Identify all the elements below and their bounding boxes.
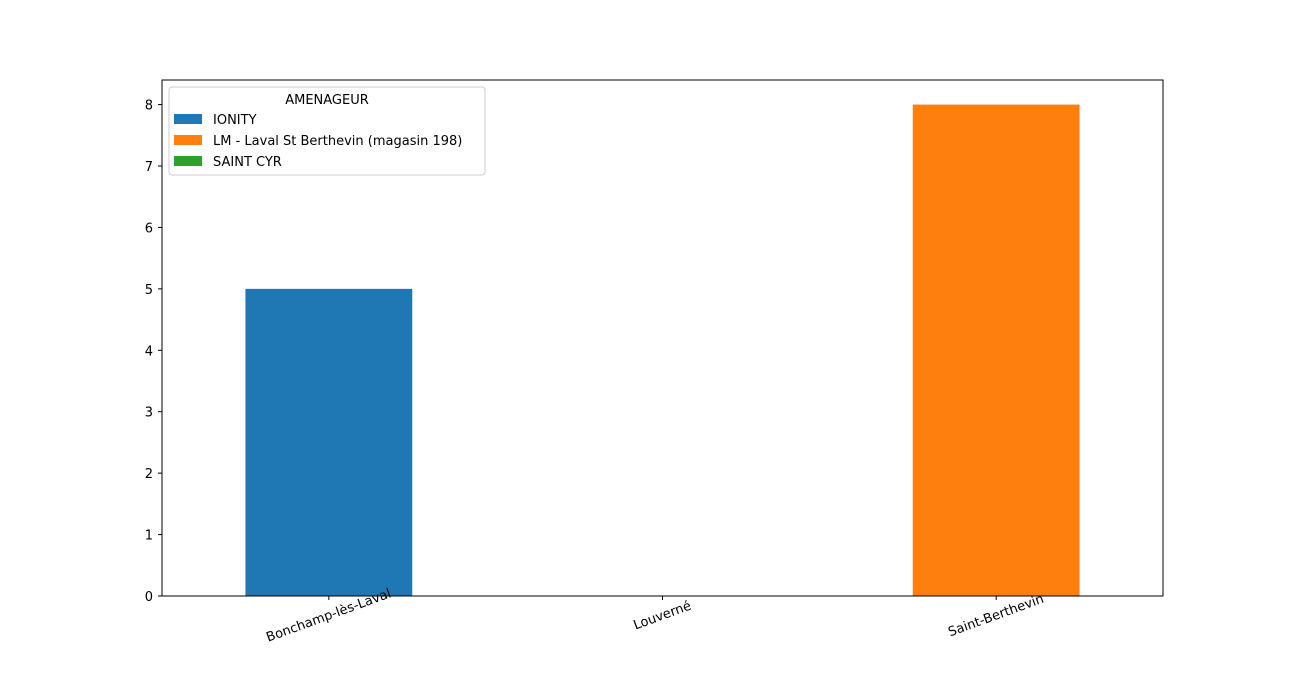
- legend-swatch-2: [174, 156, 202, 166]
- x-tick-label-1: Louverné: [632, 599, 694, 634]
- legend-swatch-0: [174, 114, 202, 124]
- y-tick-label-5: 5: [145, 283, 153, 298]
- legend-label-1: LM - Laval St Berthevin (magasin 198): [213, 134, 462, 149]
- y-axis: 0 1 2 3 4 5 6 7 8: [145, 99, 162, 605]
- y-tick-label-3: 3: [145, 406, 153, 421]
- legend-label-0: IONITY: [213, 113, 257, 128]
- legend-swatch-1: [174, 135, 202, 145]
- y-tick-label-0: 0: [145, 590, 153, 605]
- x-tick-label-group-1: Louverné: [632, 599, 694, 634]
- y-tick-label-1: 1: [145, 529, 153, 544]
- legend: AMENAGEUR IONITY LM - Laval St Berthevin (…: [168, 86, 486, 176]
- legend-label-2: SAINT CYR: [213, 155, 282, 170]
- legend-title: AMENAGEUR: [285, 93, 369, 108]
- y-tick-label-6: 6: [145, 221, 153, 236]
- legend-box: [168, 86, 486, 176]
- y-tick-label-8: 8: [145, 99, 153, 114]
- bar-1-2: [912, 104, 1080, 597]
- y-tick-label-7: 7: [145, 160, 153, 175]
- bar-0-0: [245, 288, 413, 596]
- bars-layer: [245, 104, 1080, 597]
- y-tick-label-2: 2: [145, 467, 153, 482]
- y-tick-label-4: 4: [145, 344, 153, 359]
